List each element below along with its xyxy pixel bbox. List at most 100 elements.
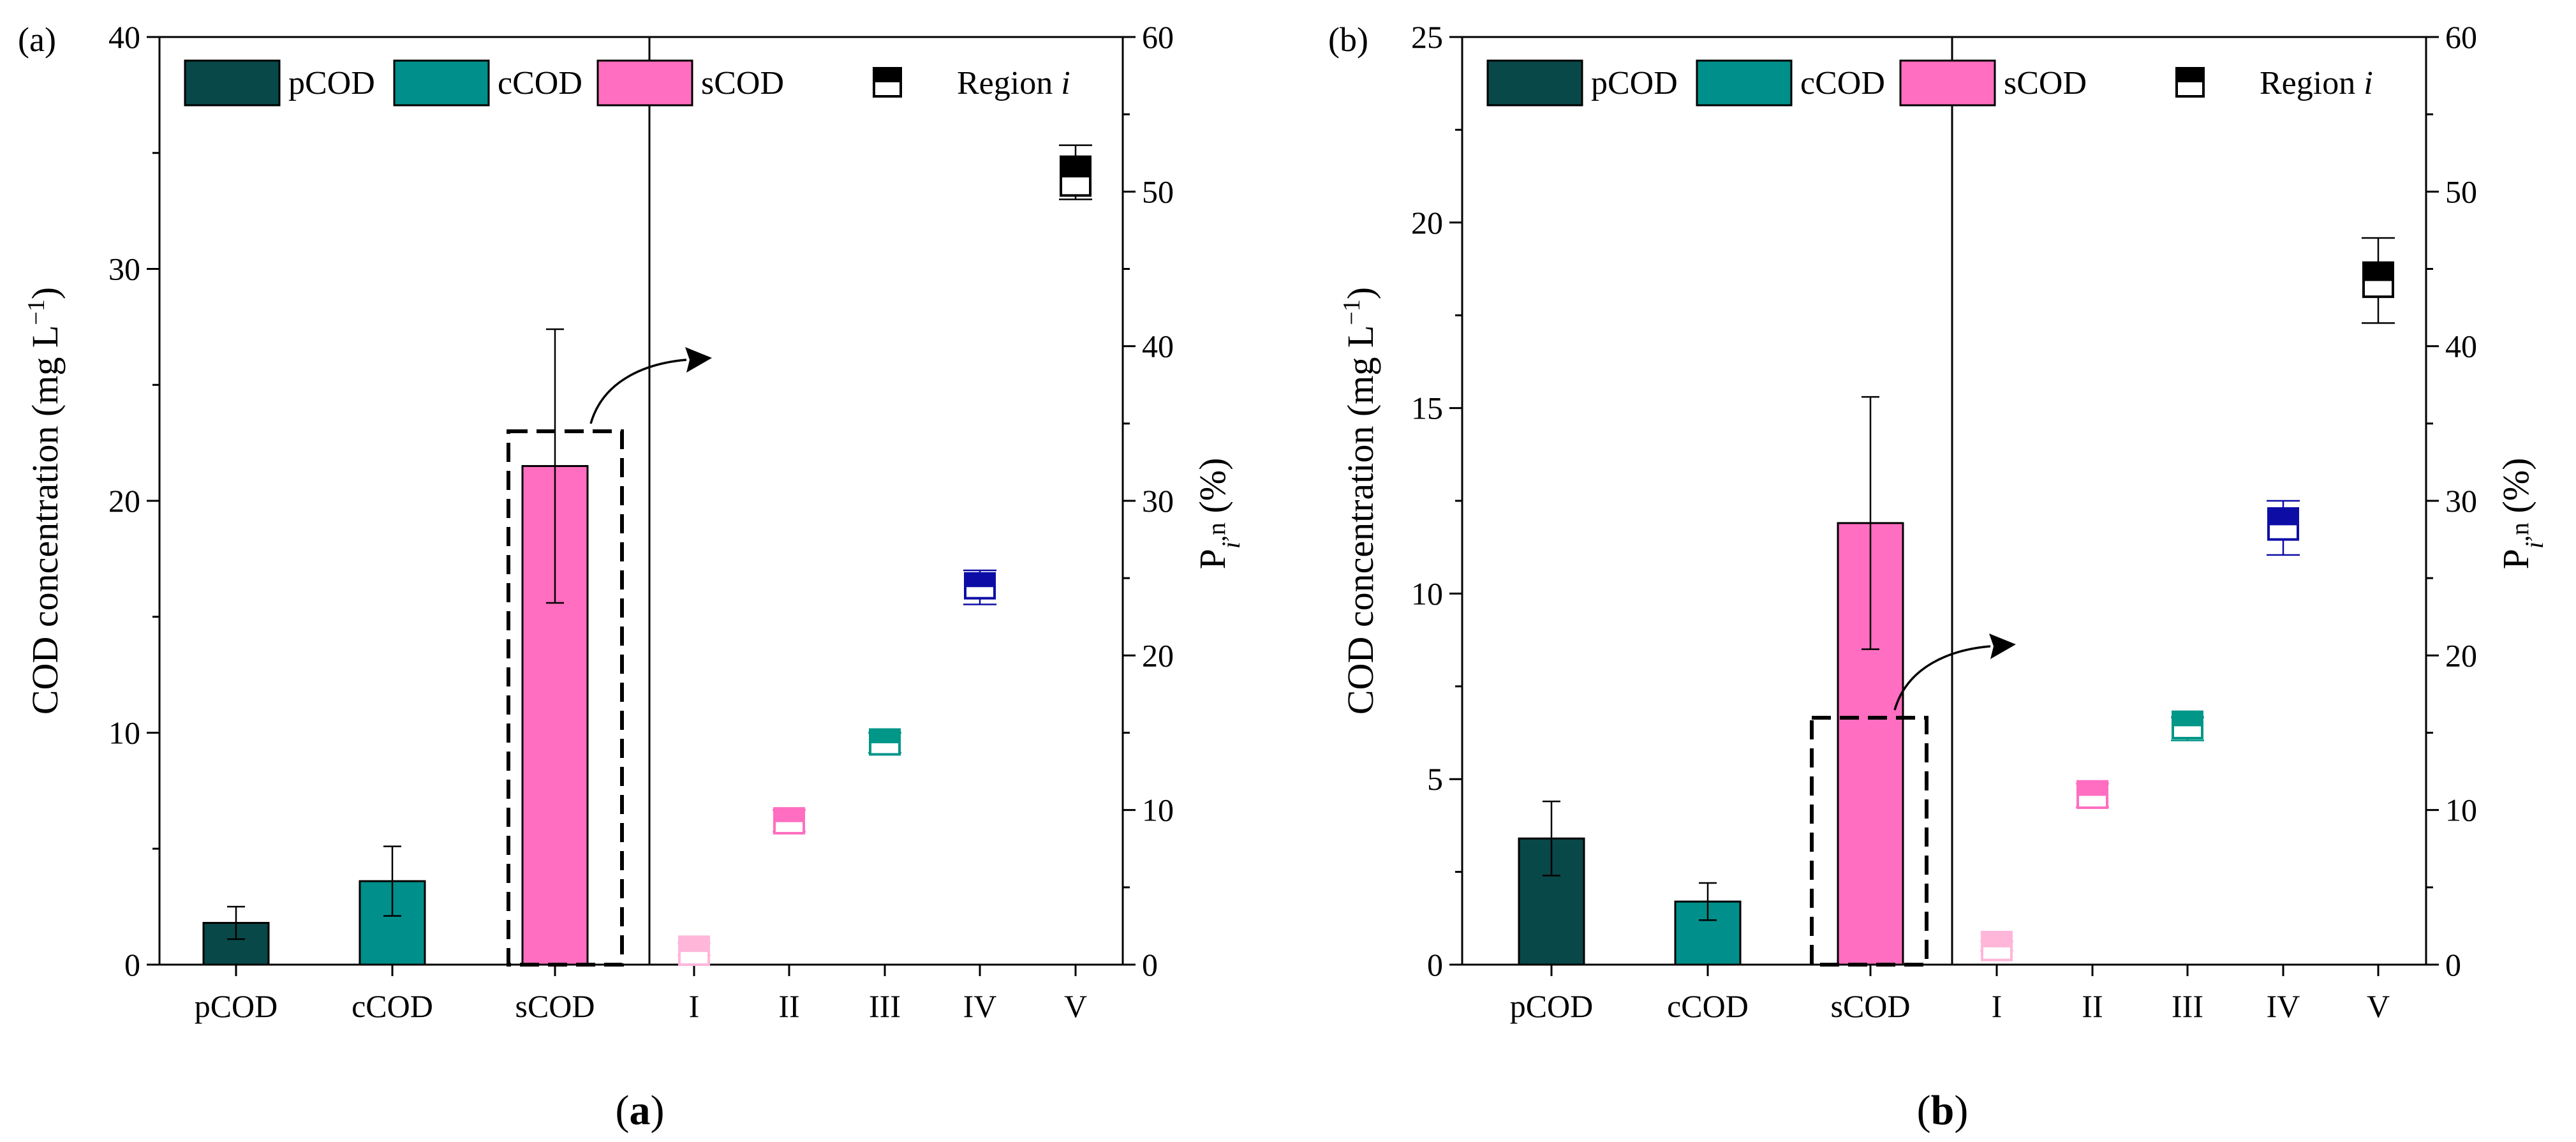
highlight-dashed-box [1810,716,1928,967]
right-axis-title-sub: i [2520,542,2549,549]
left-axis-title-sup: −1 [23,299,50,325]
legend-swatch-pCOD [184,59,281,107]
legend-region-icon-fill [874,68,901,82]
region-label: IV [963,988,997,1024]
caption-close: ) [1954,1087,1968,1134]
right-axis-title-sub: i [1217,542,1245,549]
left-axis-title-close: ) [24,287,66,299]
right-tick-label: 30 [2445,483,2477,519]
legend-label: sCOD [2004,65,2087,101]
left-tick-label: 5 [1427,761,1443,797]
left-tick-label: 20 [1411,205,1443,241]
left-tick-label: 30 [108,251,140,287]
left-tick-label: 40 [108,19,140,55]
region-box-fill [1060,155,1092,178]
arrow-curve [1893,645,1991,711]
region-box-fill [2076,780,2108,796]
category-label: pCOD [195,988,278,1024]
right-tick-label: 50 [2445,174,2477,209]
region-box-fill [869,728,901,744]
panel-caption: (a) [616,1087,665,1134]
caption-open: ( [1917,1087,1931,1134]
left-axis-title: COD concentration (mg L−1) [1338,287,1381,715]
caption-close: ) [651,1087,665,1134]
left-axis-title-sup: −1 [1338,299,1365,325]
left-tick-label: 20 [108,483,140,519]
legend-region-icon-fill [2177,68,2203,82]
right-tick-label: 0 [1142,947,1158,983]
left-tick-label: 0 [1427,947,1443,983]
arrow-head [1989,634,2016,659]
highlight-dashed-box [507,429,624,967]
legend-region-label: Region i [2260,65,2373,101]
right-axis-title: Pi,n (%) [2495,458,2549,570]
region-box-fill [2172,710,2203,727]
region-box-fill [964,572,996,588]
legend-region-label: Region i [957,65,1070,101]
region-label: II [778,988,799,1024]
left-tick-label: 25 [1411,19,1443,55]
left-tick-label: 10 [1411,575,1443,611]
legend-label: cCOD [498,65,582,101]
legend-label: sCOD [701,65,784,101]
region-box-fill [773,807,805,822]
right-axis-title-sub-rest: ,n [2505,523,2534,542]
left-axis-title-main: COD concentration (mg L [24,325,66,715]
caption-letter: a [630,1087,651,1134]
right-tick-label: 60 [2445,19,2477,55]
panel-tag: (a) [18,20,56,59]
legend-region-text: Region [2260,65,2364,101]
category-label: sCOD [1830,988,1910,1024]
right-axis-title-main: P [2495,549,2536,569]
left-tick-label: 15 [1411,390,1443,426]
region-label: III [869,988,901,1024]
left-tick-label: 0 [124,947,140,983]
category-label: cCOD [1667,988,1749,1024]
category-label: cCOD [352,988,433,1024]
category-label: pCOD [1510,988,1594,1024]
legend-region-italic: i [1061,65,1070,101]
left-axis-title-main: COD concentration (mg L [1340,325,1381,715]
right-tick-label: 50 [1142,174,1174,209]
right-tick-label: 0 [2445,947,2461,983]
legend-label: pCOD [288,65,375,101]
right-axis-title-unit: (%) [2495,458,2536,523]
arrow-curve [589,359,687,424]
left-axis-title-close: ) [1340,287,1381,299]
left-axis-title: COD concentration (mg L−1) [23,287,66,715]
legend-swatch-pCOD [1486,59,1583,107]
region-label: V [1064,988,1087,1024]
left-tick-label: 10 [108,715,140,751]
right-axis-title: Pi,n (%) [1192,458,1245,570]
right-tick-label: 40 [1142,329,1174,364]
region-label: V [2367,988,2390,1024]
legend-region-italic: i [2364,65,2372,101]
legend-swatch-cCOD [393,59,490,107]
legend-label: pCOD [1591,65,1678,101]
region-label: III [2172,988,2203,1024]
legend-swatch-sCOD [596,59,693,107]
legend-swatch-cCOD [1696,59,1793,107]
region-box-fill [678,935,710,953]
right-axis-title-unit: (%) [1192,458,1233,523]
panel-caption: (b) [1917,1087,1969,1134]
right-axis-title-sub-rest: ,n [1202,523,1231,542]
region-label: II [2082,988,2103,1024]
region-box-fill [1981,931,2013,947]
right-tick-label: 30 [1142,483,1174,519]
region-label: IV [2267,988,2300,1024]
right-tick-label: 10 [1142,792,1174,828]
right-tick-label: 10 [2445,792,2477,828]
category-label: sCOD [515,988,595,1024]
region-label: I [1992,988,2002,1024]
plot-frame [158,36,1124,966]
legend-label: cCOD [1800,65,1885,101]
region-box-fill [2267,507,2299,526]
right-tick-label: 40 [2445,329,2477,364]
caption-letter: b [1931,1087,1955,1134]
legend-region-text: Region [957,65,1061,101]
panel-tag: (b) [1328,20,1368,59]
caption-open: ( [616,1087,630,1134]
